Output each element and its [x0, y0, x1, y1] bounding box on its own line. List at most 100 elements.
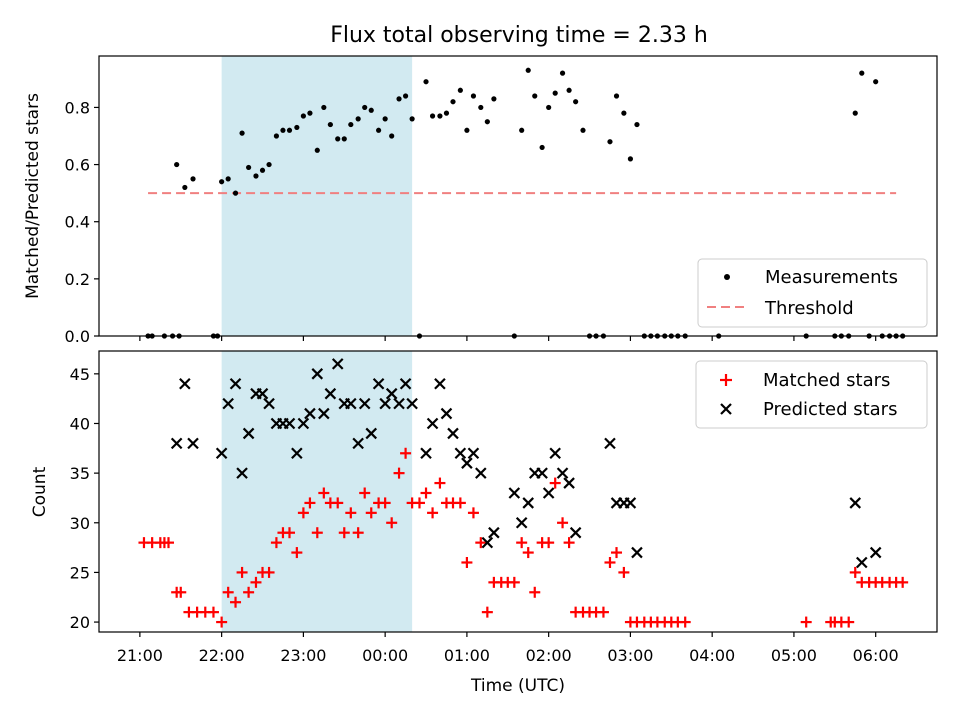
- legend-threshold-label: Threshold: [764, 298, 854, 319]
- measurement-point: [396, 96, 402, 102]
- predicted-star-point: [569, 526, 582, 539]
- measurement-point: [368, 107, 374, 113]
- matched-star-point: [427, 507, 439, 519]
- y-tick-label: 30: [70, 514, 90, 533]
- chart-title: Flux total observing time = 2.33 h: [330, 23, 708, 48]
- measurement-point: [607, 139, 613, 145]
- measurement-point: [286, 127, 293, 133]
- matched-star-point: [454, 497, 466, 509]
- y-tick-label: 0.4: [65, 213, 90, 232]
- predicted-star-point: [311, 368, 324, 380]
- measurement-point: [348, 121, 354, 128]
- matched-star-point: [359, 487, 371, 499]
- measurement-point: [443, 110, 450, 116]
- predicted-star-point: [856, 556, 868, 569]
- y-tick-label: 0.8: [65, 98, 90, 117]
- x-tick-label: 01:00: [444, 646, 490, 665]
- matched-star-point: [393, 467, 405, 479]
- measurement-point: [321, 104, 327, 111]
- predicted-star-point: [379, 397, 391, 410]
- measurement-point: [450, 99, 456, 105]
- matched-star-point: [283, 527, 295, 539]
- legend-predicted-marker: [720, 403, 732, 415]
- matched-star-point: [291, 547, 303, 559]
- predicted-star-point: [440, 407, 453, 420]
- top-shaded-interval: [221, 56, 413, 336]
- matched-star-point: [270, 537, 282, 549]
- predicted-star-point: [170, 437, 183, 450]
- predicted-star-point: [345, 397, 357, 410]
- predicted-star-point: [229, 377, 242, 390]
- legend-measurements-label: Measurements: [765, 267, 898, 288]
- bottom-legend: Matched stars Predicted stars: [695, 360, 928, 429]
- predicted-star-point: [542, 487, 555, 499]
- bottom-shaded-interval: [221, 351, 413, 632]
- matched-star-point: [679, 616, 691, 628]
- measurement-point: [470, 93, 477, 99]
- matched-star-point: [413, 497, 425, 509]
- bottom-plot-frame: [98, 350, 938, 633]
- predicted-star-point: [179, 377, 191, 390]
- predicted-star-point: [869, 546, 882, 559]
- matched-star-point: [365, 507, 377, 519]
- measurement-point: [621, 110, 627, 116]
- bottom-panel: 20 25 30 35 40 45 21:00 22:00 23:00 00:00 01:00 02…: [30, 350, 938, 696]
- measurement-point: [225, 176, 231, 182]
- predicted-star-point: [563, 477, 575, 489]
- predicted-star-point: [508, 487, 521, 499]
- measurement-point: [429, 113, 436, 119]
- predicted-star-point: [849, 497, 862, 509]
- predicted-star-point: [393, 397, 405, 410]
- bottom-y-ticks: 20 25 30 35 40 45: [70, 365, 99, 632]
- predicted-star-point: [604, 437, 616, 450]
- measurement-point: [525, 67, 531, 73]
- measurement-point: [519, 127, 525, 133]
- matched-star-point: [604, 556, 616, 568]
- bottom-legend-box: [695, 360, 928, 429]
- measurement-point: [423, 79, 429, 85]
- predicted-star-point: [242, 427, 255, 440]
- predicted-star-point: [365, 427, 378, 440]
- matched-star-point: [843, 616, 855, 628]
- predicted-stars-points: [170, 358, 882, 569]
- matched-star-point: [175, 586, 187, 598]
- measurement-point: [402, 93, 409, 99]
- matched-star-point: [461, 556, 473, 568]
- predicted-star-point: [406, 397, 418, 410]
- bottom-y-axis-label: Count: [30, 466, 50, 517]
- predicted-star-point: [488, 526, 500, 539]
- predicted-star-point: [399, 377, 412, 390]
- matched-star-point: [263, 566, 275, 578]
- predicted-star-point: [256, 387, 269, 400]
- measurement-point: [552, 90, 558, 96]
- predicted-star-point: [304, 407, 316, 420]
- y-tick-label: 40: [70, 414, 90, 433]
- matched-star-point: [162, 537, 174, 549]
- predicted-star-point: [454, 447, 467, 460]
- predicted-star-point: [481, 536, 494, 549]
- measurement-point: [219, 179, 225, 185]
- measurement-point: [484, 119, 490, 125]
- measurement-point: [437, 113, 443, 119]
- matched-star-point: [467, 507, 479, 519]
- measurement-point: [239, 130, 245, 136]
- matched-star-point: [618, 566, 630, 578]
- top-y-axis-label: Matched/Predicted stars: [23, 93, 43, 299]
- matched-star-point: [230, 596, 242, 608]
- measurement-point: [307, 110, 313, 116]
- legend-predicted-label: Predicted stars: [763, 399, 897, 420]
- measurement-point: [294, 124, 300, 131]
- predicted-star-point: [291, 447, 303, 460]
- measurement-point: [859, 70, 865, 76]
- measurement-point: [266, 161, 272, 168]
- measurement-point: [559, 70, 566, 76]
- predicted-star-point: [447, 427, 459, 440]
- predicted-star-point: [515, 516, 528, 529]
- measurement-point: [327, 121, 333, 128]
- matched-star-point: [481, 606, 493, 618]
- measurement-point: [478, 104, 484, 111]
- measurement-point: [174, 161, 180, 168]
- measurement-point: [634, 121, 640, 128]
- matched-star-point: [222, 586, 234, 598]
